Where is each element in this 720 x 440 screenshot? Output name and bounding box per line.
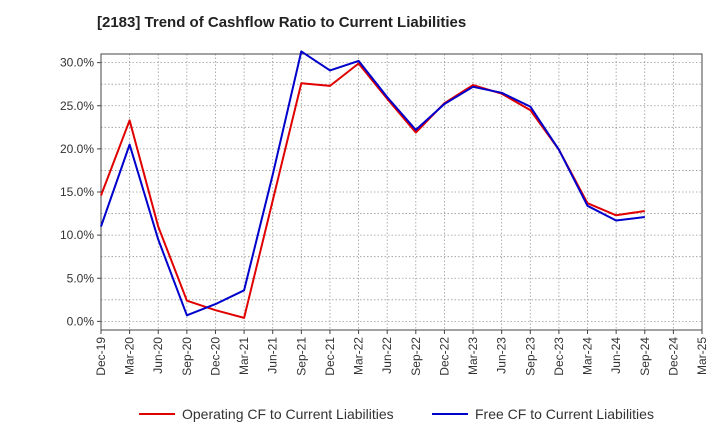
x-tick-label: Dec-21 [323,337,337,376]
x-tick-label: Jun-20 [151,337,165,374]
series-lines [100,50,645,319]
x-tick-label: Dec-19 [94,337,108,376]
legend-label-2: Free CF to Current Liabilities [475,406,654,422]
x-tick-label: Sep-22 [409,337,423,376]
x-tick-label: Dec-23 [552,337,566,376]
chart-title: [2183] Trend of Cashflow Ratio to Curren… [97,14,467,31]
series-line-2 [100,50,645,317]
y-tick-label: 15.0% [60,185,94,199]
legend-label-1: Operating CF to Current Liabilities [182,406,394,422]
y-axis: 0.0% 5.0% 10.0% 15.0% 20.0% 25.0% 30.0% [60,56,101,328]
x-tick-label: Sep-21 [294,337,308,376]
x-tick-label: Mar-20 [123,337,137,375]
y-tick-label: 25.0% [60,99,94,113]
x-tick-label: Jun-21 [266,337,280,374]
y-tick-label: 0.0% [67,314,95,328]
x-tick-label: Mar-23 [466,337,480,375]
x-tick-label: Sep-24 [638,337,652,376]
x-tick-label: Sep-23 [523,337,537,376]
y-tick-label: 5.0% [67,271,95,285]
plot-area [101,54,702,330]
x-tick-label: Sep-20 [180,337,194,376]
x-tick-label: Jun-24 [609,337,623,374]
x-axis: Dec-19 Mar-20 Jun-20 Sep-20 Dec-20 Mar-21 Jun-… [94,330,709,376]
x-tick-label: Dec-20 [208,337,222,376]
x-tick-label: Mar-21 [237,337,251,375]
x-tick-label: Mar-24 [581,337,595,375]
y-tick-label: 20.0% [60,142,94,156]
x-tick-label: Mar-25 [695,337,709,375]
x-tick-label: Mar-22 [352,337,366,375]
y-tick-label: 10.0% [60,228,94,242]
x-tick-label: Jun-23 [495,337,509,374]
legend: Operating CF to Current Liabilities Free … [139,406,654,422]
x-tick-label: Dec-24 [666,337,680,376]
x-tick-label: Jun-22 [380,337,394,374]
y-tick-label: 30.0% [60,56,94,70]
x-tick-label: Dec-22 [437,337,451,376]
